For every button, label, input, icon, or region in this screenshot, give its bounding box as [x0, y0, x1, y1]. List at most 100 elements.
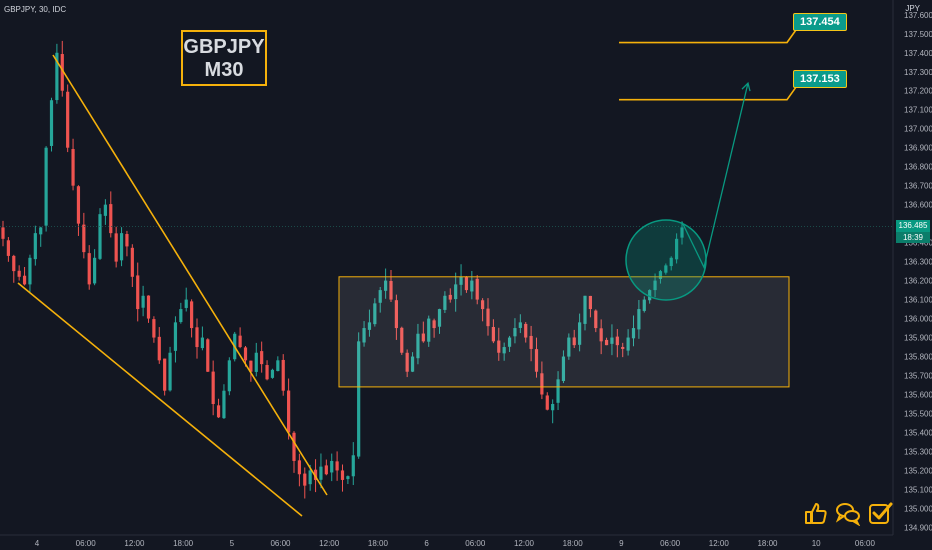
- candle-body: [373, 303, 377, 325]
- price-tick-label: 135.000: [904, 504, 932, 513]
- candle-body: [319, 466, 323, 480]
- candle-body: [507, 337, 512, 347]
- candle-body: [324, 465, 328, 475]
- price-tick-label: 136.900: [904, 144, 932, 153]
- candles-group: [1, 40, 684, 499]
- candle-body: [432, 320, 436, 329]
- symbol-header: GBPJPY, 30, IDC: [4, 5, 67, 14]
- candle-body: [130, 247, 134, 277]
- price-tick-label: 136.000: [904, 315, 932, 324]
- last-price-label: 136.485: [896, 220, 930, 233]
- time-tick-label: 4: [35, 539, 40, 548]
- candle-body: [658, 271, 663, 279]
- candle-body: [125, 234, 129, 247]
- candle-body: [287, 390, 291, 433]
- candle-body: [93, 257, 97, 284]
- badge-symbol: GBPJPY: [183, 36, 265, 58]
- time-tick-label: 6: [424, 539, 429, 548]
- candle-body: [55, 52, 59, 101]
- candle-body: [103, 204, 107, 216]
- candle-body: [195, 327, 199, 348]
- chat-bubbles-icon[interactable]: [835, 500, 861, 526]
- price-tick-label: 135.800: [904, 353, 932, 362]
- time-tick-label: 06:00: [270, 539, 291, 548]
- price-tick-label: 135.200: [904, 466, 932, 475]
- candle-body: [599, 328, 603, 342]
- candle-body: [653, 280, 657, 291]
- candle-body: [33, 233, 37, 260]
- price-tick-label: 137.600: [904, 11, 932, 20]
- candle-body: [136, 275, 140, 310]
- breakout-highlight-circle: [625, 219, 707, 301]
- time-tick-label: 18:00: [757, 539, 778, 548]
- checkbox-icon[interactable]: [867, 500, 893, 526]
- candle-body: [28, 257, 32, 285]
- candle-body: [491, 327, 495, 342]
- time-tick-label: 12:00: [124, 539, 145, 548]
- candle-body: [173, 322, 178, 351]
- price-tick-label: 137.100: [904, 106, 932, 115]
- price-tick-label: 135.100: [904, 485, 932, 494]
- candle-body: [66, 91, 70, 148]
- candle-body: [330, 460, 334, 473]
- candle-body: [292, 432, 296, 461]
- price-tick-label: 137.000: [904, 125, 932, 134]
- price-tick-label: 135.900: [904, 334, 932, 343]
- candle-body: [152, 319, 156, 338]
- candle-body: [486, 308, 490, 327]
- candle-body: [578, 322, 582, 345]
- time-tick-label: 12:00: [514, 539, 535, 548]
- candle-body: [427, 318, 431, 342]
- candle-body: [604, 339, 609, 346]
- candle-body: [340, 470, 345, 480]
- price-tick-label: 136.600: [904, 201, 932, 210]
- price-tick-label: 137.500: [904, 30, 932, 39]
- candle-body: [680, 227, 684, 238]
- candle-body: [561, 356, 566, 382]
- candle-body: [60, 54, 64, 91]
- candle-body: [421, 333, 425, 342]
- candle-body: [384, 280, 388, 291]
- candle-body: [459, 276, 463, 285]
- candle-body: [308, 470, 312, 485]
- candle-body: [346, 476, 350, 480]
- candle-body: [513, 328, 517, 337]
- badge-timeframe: M30: [204, 59, 244, 81]
- candle-body: [497, 340, 501, 353]
- price-axis[interactable]: 137.600 137.500 137.400 137.300 137.200 137.1…: [904, 11, 932, 533]
- candle-body: [114, 233, 118, 262]
- candle-body: [534, 349, 539, 372]
- time-axis[interactable]: 4 06:00 12:00 18:00 5 06:00 12:00 18:00 6 06:00 12…: [35, 539, 876, 548]
- time-tick-label: 18:00: [368, 539, 389, 548]
- candle-body: [357, 341, 361, 457]
- candle-body: [664, 265, 668, 273]
- thumbs-up-icon[interactable]: [803, 500, 829, 526]
- projection-arrow: [681, 82, 749, 270]
- price-tick-label: 137.200: [904, 87, 932, 96]
- time-tick-label: 9: [619, 539, 624, 548]
- consolidation-box: [338, 276, 790, 388]
- candle-body: [39, 227, 43, 235]
- candle-body: [254, 352, 258, 372]
- candle-body: [141, 295, 145, 308]
- candle-body: [216, 405, 221, 418]
- candle-body: [631, 328, 636, 339]
- candle-body: [281, 359, 285, 391]
- time-tick-label: 06:00: [660, 539, 681, 548]
- candle-body: [475, 278, 479, 300]
- candle-body: [179, 309, 183, 323]
- candle-body: [297, 460, 301, 475]
- wedge-upper-trendline: [52, 54, 328, 496]
- time-tick-label: 06:00: [465, 539, 486, 548]
- candle-body: [276, 360, 280, 372]
- candle-body: [443, 295, 447, 310]
- candle-body: [265, 365, 269, 380]
- candle-body: [49, 100, 54, 146]
- price-tick-label: 135.300: [904, 447, 932, 456]
- candle-body: [313, 469, 318, 480]
- time-tick-label: 5: [230, 539, 235, 548]
- candle-body: [362, 328, 366, 343]
- candle-body: [540, 373, 544, 395]
